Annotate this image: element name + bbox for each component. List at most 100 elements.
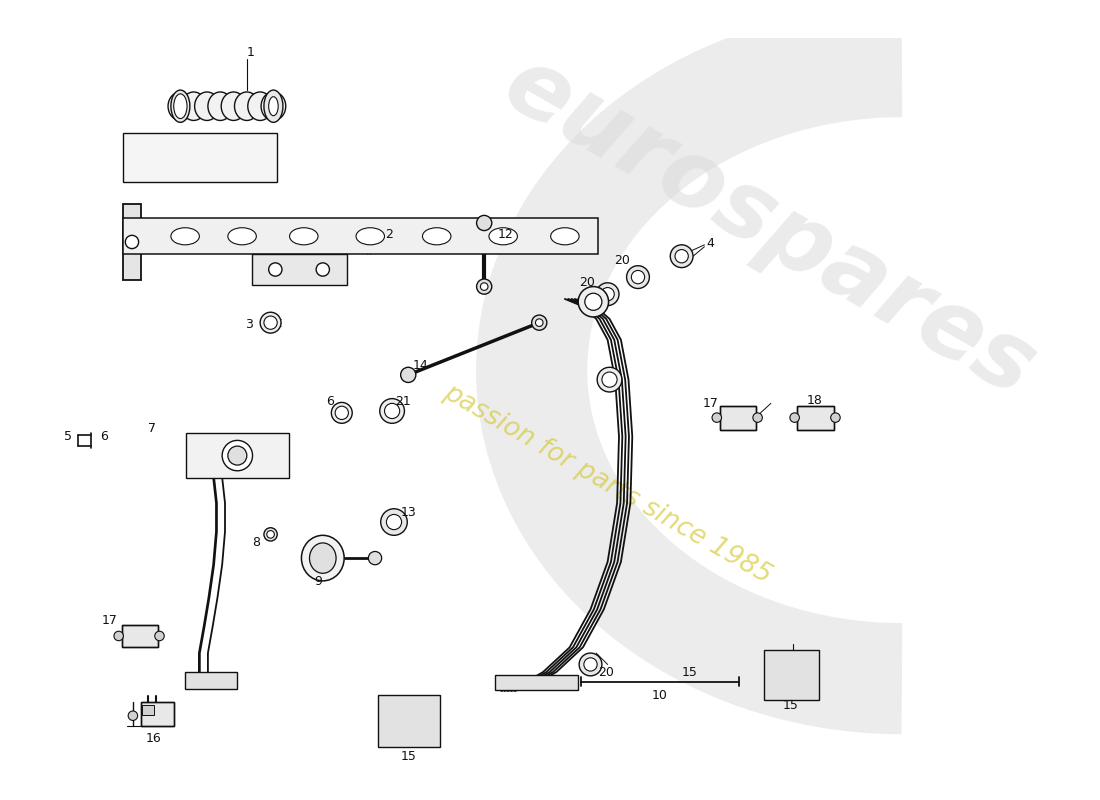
Circle shape xyxy=(597,367,622,392)
Circle shape xyxy=(481,282,488,290)
Circle shape xyxy=(336,406,349,419)
Bar xyxy=(764,650,820,699)
Circle shape xyxy=(400,367,416,382)
Bar xyxy=(252,254,346,285)
Ellipse shape xyxy=(551,228,579,245)
Circle shape xyxy=(790,413,800,422)
Bar xyxy=(121,625,157,647)
Ellipse shape xyxy=(208,92,232,121)
Text: passion for parts since 1985: passion for parts since 1985 xyxy=(439,379,776,589)
Bar xyxy=(719,406,756,430)
Text: 16: 16 xyxy=(146,732,162,745)
Text: 10: 10 xyxy=(652,690,668,702)
Bar xyxy=(123,133,277,182)
Text: 6: 6 xyxy=(327,395,334,408)
Circle shape xyxy=(752,413,762,422)
Text: 6: 6 xyxy=(100,430,109,443)
Circle shape xyxy=(631,270,645,284)
Text: 14: 14 xyxy=(412,359,429,372)
Circle shape xyxy=(531,315,547,330)
Circle shape xyxy=(579,653,602,676)
Circle shape xyxy=(579,286,608,317)
Text: 2: 2 xyxy=(385,228,393,241)
Bar xyxy=(121,625,157,647)
Bar xyxy=(123,218,598,254)
Ellipse shape xyxy=(488,228,517,245)
Bar xyxy=(142,706,154,714)
Text: 9: 9 xyxy=(315,575,322,588)
Text: 17: 17 xyxy=(101,614,117,627)
Text: 3: 3 xyxy=(245,318,253,331)
Circle shape xyxy=(155,631,164,641)
Bar xyxy=(141,702,174,726)
Ellipse shape xyxy=(309,543,337,574)
Circle shape xyxy=(584,658,597,671)
Circle shape xyxy=(267,530,274,538)
Polygon shape xyxy=(123,204,141,280)
Text: 15: 15 xyxy=(783,698,799,712)
Text: 15: 15 xyxy=(400,750,416,763)
Circle shape xyxy=(368,551,382,565)
Ellipse shape xyxy=(301,535,344,581)
Text: 17: 17 xyxy=(702,397,718,410)
Circle shape xyxy=(596,282,619,306)
Ellipse shape xyxy=(228,228,256,245)
Circle shape xyxy=(830,413,840,422)
Text: eurospares: eurospares xyxy=(487,38,1050,417)
Circle shape xyxy=(585,294,602,310)
Text: 13: 13 xyxy=(400,506,416,519)
Circle shape xyxy=(228,446,246,465)
Text: 15: 15 xyxy=(681,666,697,679)
Text: 18: 18 xyxy=(806,394,823,407)
Circle shape xyxy=(627,266,649,289)
Ellipse shape xyxy=(422,228,451,245)
Circle shape xyxy=(536,319,543,326)
Circle shape xyxy=(222,440,253,470)
Circle shape xyxy=(476,215,492,230)
Ellipse shape xyxy=(170,90,190,122)
Circle shape xyxy=(114,631,123,641)
Circle shape xyxy=(381,509,407,535)
Ellipse shape xyxy=(170,228,199,245)
Bar xyxy=(186,433,288,478)
Ellipse shape xyxy=(264,90,283,122)
Bar xyxy=(798,406,834,430)
Circle shape xyxy=(670,245,693,268)
Text: 1: 1 xyxy=(246,46,254,58)
Text: 12: 12 xyxy=(497,228,513,241)
Circle shape xyxy=(125,235,139,249)
Text: 20: 20 xyxy=(614,254,630,267)
Text: 4: 4 xyxy=(706,238,714,250)
Circle shape xyxy=(712,413,722,422)
Ellipse shape xyxy=(174,94,187,118)
Ellipse shape xyxy=(195,92,219,121)
Text: 7: 7 xyxy=(147,422,156,435)
Bar xyxy=(495,675,579,690)
Ellipse shape xyxy=(356,228,385,245)
Bar xyxy=(378,695,440,747)
Bar xyxy=(719,406,756,430)
Circle shape xyxy=(264,528,277,541)
Bar xyxy=(798,406,834,430)
Bar xyxy=(141,702,174,726)
Circle shape xyxy=(260,312,280,333)
Ellipse shape xyxy=(168,92,192,121)
Ellipse shape xyxy=(261,92,286,121)
Circle shape xyxy=(385,403,399,418)
Ellipse shape xyxy=(268,97,278,116)
Ellipse shape xyxy=(289,228,318,245)
Circle shape xyxy=(476,279,492,294)
Text: 20: 20 xyxy=(579,276,595,290)
Ellipse shape xyxy=(248,92,273,121)
Text: 20: 20 xyxy=(597,666,614,679)
Circle shape xyxy=(675,250,689,263)
Circle shape xyxy=(379,398,405,423)
Circle shape xyxy=(601,287,614,301)
Text: 21: 21 xyxy=(396,395,411,408)
Bar xyxy=(185,672,238,689)
Circle shape xyxy=(129,711,138,721)
Circle shape xyxy=(264,316,277,330)
Text: 8: 8 xyxy=(252,537,261,550)
Circle shape xyxy=(386,514,402,530)
Text: 5: 5 xyxy=(65,430,73,443)
